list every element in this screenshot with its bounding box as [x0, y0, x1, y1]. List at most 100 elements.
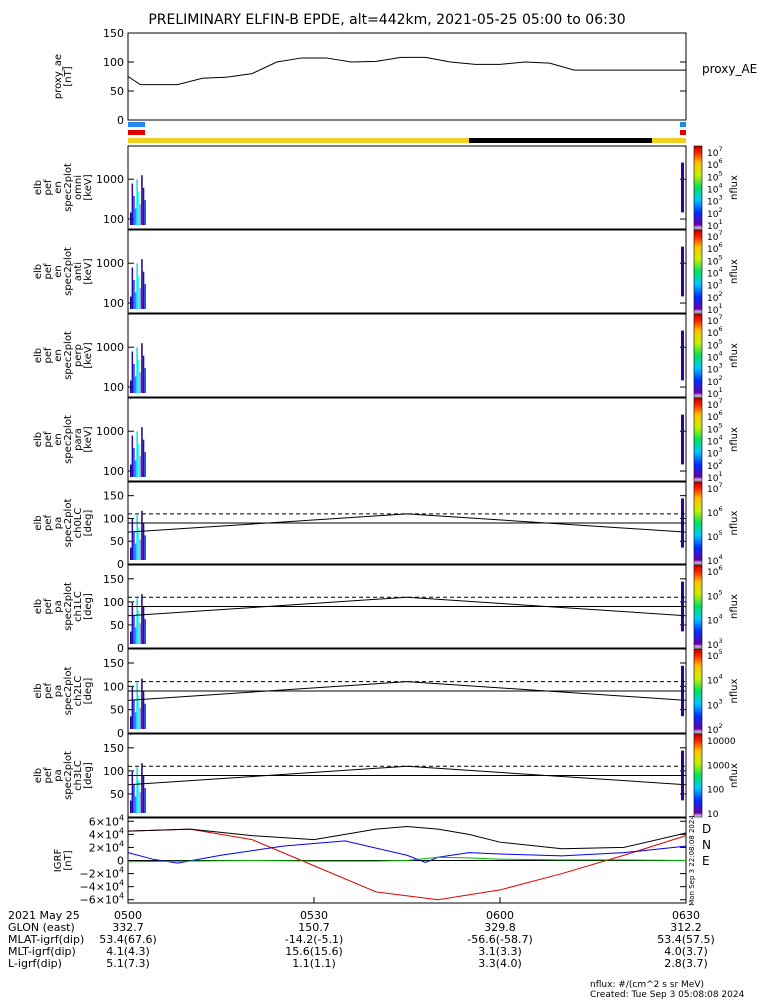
spectrogram-cell — [139, 288, 142, 309]
spectrogram-cell — [133, 447, 135, 477]
y-axis-label-line: [deg] — [83, 510, 94, 537]
panel-en_para: elb pef en spec2plot para [keV] 10001001071061… — [33, 397, 740, 484]
y-axis-label-line: spec2plot — [63, 163, 74, 212]
colorbar-tick-label: 102 — [707, 458, 723, 472]
panel-frame — [127, 229, 687, 314]
colorbar-tick-label: 10000 — [707, 737, 736, 747]
spectrogram-cell — [130, 716, 132, 729]
spectrogram-cell — [133, 614, 135, 644]
spectrogram-cell — [133, 783, 135, 813]
y-tick-label: 100 — [103, 765, 124, 778]
axis-row-label: L-igrf(dip) — [8, 957, 62, 970]
colorbar — [693, 564, 703, 649]
orbit-status-bars — [128, 122, 686, 143]
side-stamp: Mon Sep 3 22:08:08 2024 — [688, 815, 696, 906]
spectrogram-cell — [139, 372, 142, 393]
panel-frame — [127, 32, 687, 121]
colorbar — [693, 145, 703, 230]
spectrogram-cell — [133, 195, 135, 225]
y-axis-label-line: spec2plot — [63, 582, 74, 631]
y-tick-label: 2×104 — [89, 839, 124, 854]
y-tick-label: 50 — [110, 85, 124, 98]
y-axis-label-line: elb — [33, 599, 44, 614]
spectrogram-cell — [130, 800, 132, 813]
y-tick-label: 0 — [117, 727, 124, 740]
axis-row-value: 15.6(15.6) — [285, 945, 343, 958]
spectrogram-cell — [141, 259, 143, 309]
y-tick-label: −4×104 — [80, 879, 124, 894]
spectrogram-cell — [139, 539, 142, 560]
y-axis-label-line: pef — [43, 347, 54, 364]
axis-row-value: 329.8 — [484, 921, 516, 934]
y-tick-label: 150 — [103, 573, 124, 586]
y-tick-label: 100 — [103, 465, 124, 478]
y-axis-label-line: [keV] — [83, 426, 94, 452]
panel-frame — [127, 145, 687, 230]
colorbar-tick-label: 101 — [707, 218, 723, 232]
legend-proxy-ae: proxy_AE — [702, 62, 757, 76]
spectrogram-cell — [131, 351, 134, 393]
colorbar — [693, 229, 703, 314]
colorbar — [693, 397, 703, 482]
colorbar-tick-label: 103 — [707, 446, 723, 460]
axis-row-value: -14.2(-5.1) — [285, 933, 344, 946]
y-axis-label: elb pef pa spec2plot ch3LC [deg] — [33, 751, 94, 800]
y-axis-label-line: elb — [33, 348, 44, 363]
y-axis-label-line: pef — [43, 179, 54, 196]
colorbar-tick-label: 101 — [707, 386, 723, 400]
y-tick-label: 100 — [103, 512, 124, 525]
spectrogram-cell — [139, 456, 142, 477]
y-tick-label: 50 — [110, 788, 124, 801]
spectrogram-cell — [131, 602, 134, 644]
colorbar — [693, 648, 703, 734]
spectrogram-cell — [131, 519, 134, 560]
y-tick-label: 100 — [103, 297, 124, 310]
spectrogram-cell — [134, 712, 137, 729]
spectrogram-cell — [134, 796, 137, 813]
spectrogram-cell — [141, 678, 143, 729]
panel-frame — [127, 397, 687, 482]
status-bar-blue — [128, 122, 145, 127]
axis-row-value: 0500 — [114, 909, 142, 922]
y-axis-label-line: [deg] — [83, 678, 94, 705]
colorbar-tick-label: 102 — [707, 290, 723, 304]
spectrogram-cell — [141, 175, 143, 225]
spectrogram-cell — [130, 296, 132, 309]
y-axis-label-line: en — [53, 349, 64, 362]
spectrogram-cell — [681, 162, 684, 213]
y-tick-label: 1000 — [96, 425, 124, 438]
y-axis-label-line: spec2plot — [63, 499, 74, 548]
y-tick-label: 1000 — [96, 173, 124, 186]
y-axis-label-line: proxy_ae — [53, 54, 64, 99]
colorbar-tick-label: 107 — [707, 229, 723, 243]
spectrogram-cell — [139, 623, 142, 644]
spectrogram-cell — [131, 771, 134, 813]
legend-E: E — [702, 854, 710, 868]
axis-row-value: 3.1(3.3) — [478, 945, 522, 958]
axis-row-value: 53.4(67.6) — [99, 933, 157, 946]
spectrogram-cell — [142, 775, 145, 813]
axis-row-value: 312.2 — [670, 921, 702, 934]
panel-igrf: IGRF [nT] 6×1044×1042×1040−2×104−4×104−6×1… — [53, 813, 711, 906]
spectrogram-cell — [134, 208, 137, 225]
spectrogram-cell — [138, 359, 140, 393]
colorbar-tick-label: 105 — [707, 648, 723, 662]
colorbar-label: nflux — [729, 763, 740, 788]
colorbar-tick-label: 106 — [707, 409, 723, 423]
spectrogram-cell — [138, 695, 140, 729]
panel-pa_ch3: elb pef pa spec2plot ch3LC [deg] 150 100 50 10000… — [33, 733, 740, 820]
spectrogram-cell — [134, 543, 137, 560]
colorbar-tick-label: 107 — [707, 397, 723, 411]
colorbar-tick-label: 10 — [707, 810, 719, 820]
panel-pa_ch0: elb pef pa spec2plot ch0LC [deg] 150 100 50 0 107 1… — [33, 481, 740, 571]
axis-row-value: 1.1(1.1) — [292, 957, 336, 970]
y-tick-label: 100 — [103, 596, 124, 609]
y-axis-label-line: omni — [73, 175, 84, 200]
colorbar-tick-label: 106 — [707, 505, 723, 519]
spectrogram-cell — [681, 414, 684, 465]
colorbar-tick-label: 105 — [707, 588, 723, 602]
spectrogram-cell — [136, 347, 138, 393]
colorbar-tick-label: 101 — [707, 302, 723, 316]
panel-en_perp: elb pef en spec2plot perp [keV] 10001001071061… — [33, 313, 740, 400]
